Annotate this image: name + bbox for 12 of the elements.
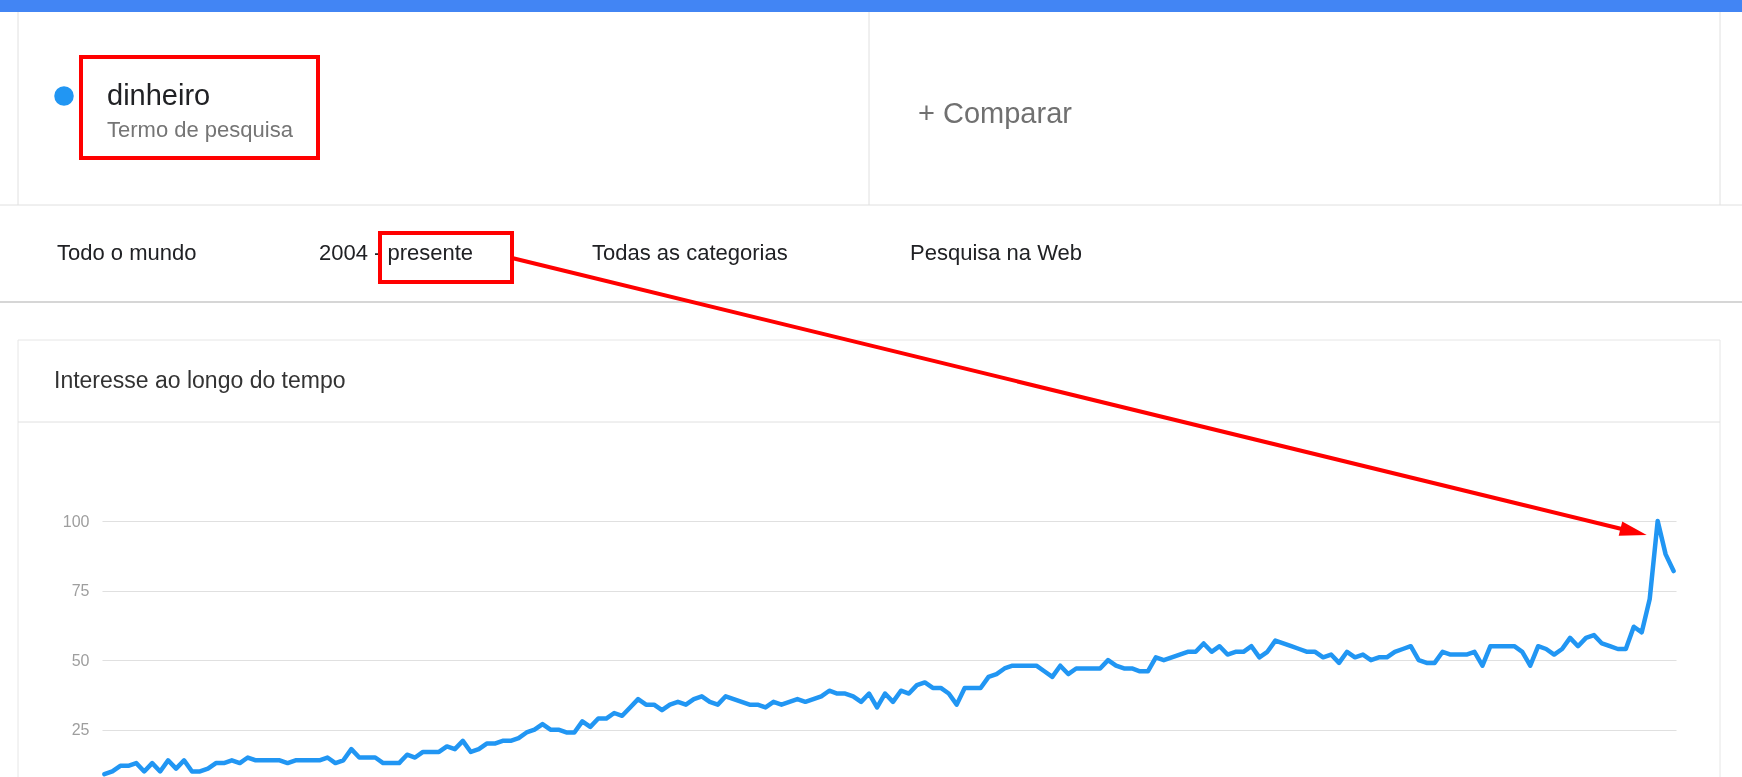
- y-tick-label: 75: [71, 582, 90, 600]
- y-tick-label: 100: [62, 512, 90, 530]
- y-tick-label: 25: [71, 721, 90, 739]
- text: Todas as categorias: [592, 240, 788, 265]
- text: Termo de pesquisa: [107, 117, 294, 142]
- chart-title: Interesse ao longo do tempo: [54, 367, 346, 393]
- text: Pesquisa na Web: [910, 240, 1083, 265]
- y-tick-label: 50: [71, 651, 90, 669]
- text: Todo o mundo: [57, 240, 197, 265]
- line-series: [102, 518, 1676, 777]
- text: + Comparar: [918, 97, 1073, 129]
- legend-label: dinheiro: [107, 79, 211, 111]
